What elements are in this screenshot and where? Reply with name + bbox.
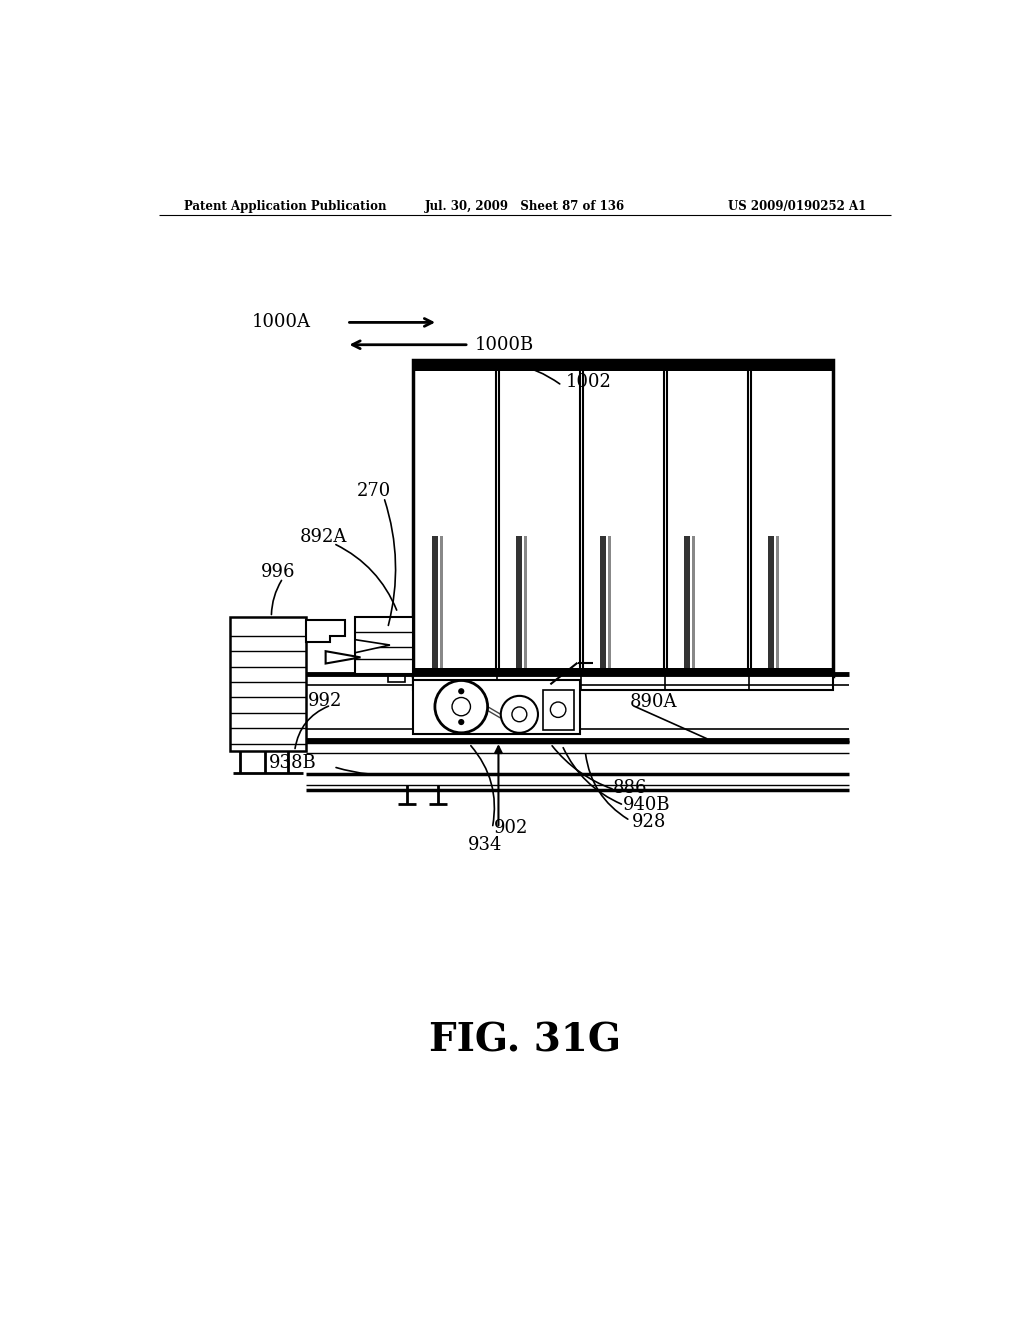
Circle shape [435, 681, 487, 733]
Circle shape [458, 688, 464, 694]
Bar [543, 689, 573, 730]
Bar [414, 681, 580, 734]
Bar [684, 536, 690, 671]
Bar [692, 536, 694, 671]
Text: 1002: 1002 [566, 372, 611, 391]
Text: Jul. 30, 2009   Sheet 87 of 136: Jul. 30, 2009 Sheet 87 of 136 [425, 199, 625, 213]
Bar [776, 536, 778, 671]
Text: 992: 992 [308, 692, 342, 710]
Polygon shape [306, 620, 345, 642]
Circle shape [512, 708, 526, 722]
Circle shape [550, 702, 566, 718]
Text: FIG. 31G: FIG. 31G [429, 1022, 621, 1059]
Bar [768, 536, 774, 671]
Text: 928: 928 [632, 813, 667, 832]
Text: 1000A: 1000A [252, 313, 311, 331]
Bar [230, 618, 306, 751]
Bar [524, 536, 526, 671]
Text: 1000B: 1000B [475, 335, 535, 354]
Polygon shape [355, 640, 390, 653]
Bar [388, 665, 404, 682]
Text: 890A: 890A [630, 693, 678, 711]
Bar [414, 360, 834, 371]
Text: Patent Application Publication: Patent Application Publication [183, 199, 386, 213]
Text: US 2009/0190252 A1: US 2009/0190252 A1 [727, 199, 866, 213]
Text: 938B: 938B [269, 754, 316, 772]
Text: 940B: 940B [623, 796, 670, 814]
Text: 886: 886 [613, 779, 647, 797]
Bar [414, 668, 834, 675]
Text: 902: 902 [494, 820, 528, 837]
Bar [516, 536, 522, 671]
Bar [432, 536, 438, 671]
Text: 270: 270 [356, 482, 391, 500]
Bar [306, 675, 849, 739]
Circle shape [501, 696, 538, 733]
Bar [600, 536, 606, 671]
Text: 996: 996 [261, 562, 296, 581]
Polygon shape [326, 651, 360, 664]
Bar [355, 616, 414, 675]
Circle shape [458, 719, 464, 725]
Bar [414, 675, 834, 689]
Bar [608, 536, 610, 671]
Circle shape [452, 697, 470, 715]
Bar [414, 360, 834, 676]
Bar [440, 536, 442, 671]
Text: 892A: 892A [300, 528, 347, 546]
Text: 934: 934 [467, 837, 502, 854]
